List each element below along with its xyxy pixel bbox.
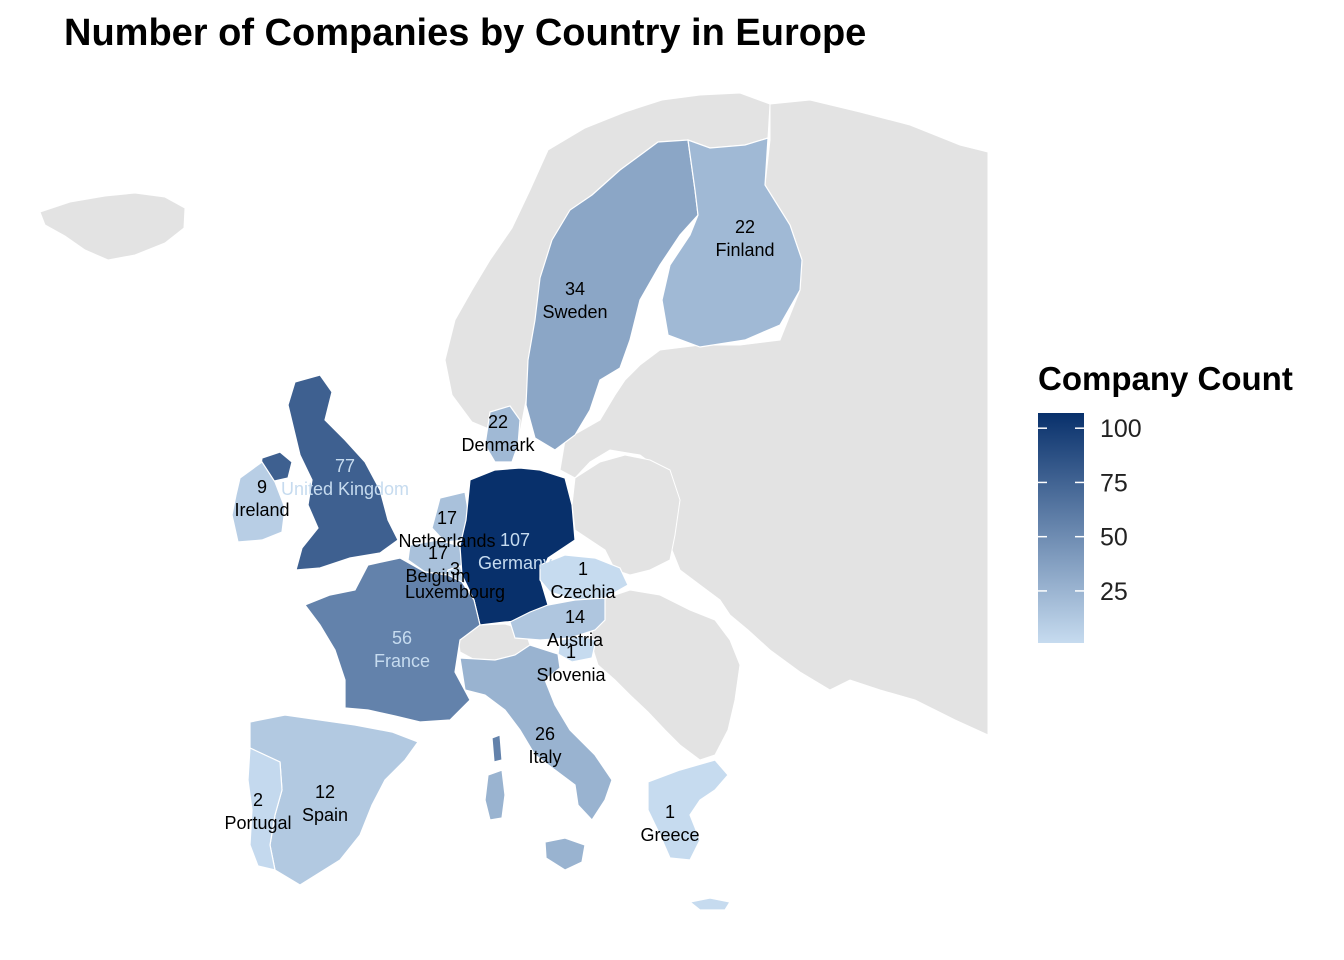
baltic-central-shape [571,454,681,576]
legend-colorbar: 100 75 50 25 [1038,413,1142,643]
name-label-germany: Germany [478,553,552,573]
label-united-kingdom: 77 United Kingdom [281,456,409,499]
legend-tick-label: 25 [1100,578,1128,606]
value-label-greece: 1 [665,802,675,822]
value-label-italy: 26 [535,724,555,744]
name-label-finland: Finland [715,240,774,260]
name-label-france: France [374,651,430,671]
label-italy: 26 Italy [528,724,561,767]
legend-tick-label: 50 [1100,524,1128,552]
value-label-netherlands: 17 [437,508,457,528]
region-greece [647,759,729,861]
label-greece: 1 Greece [640,802,699,845]
region-finland [661,137,803,348]
name-label-denmark: Denmark [461,435,535,455]
region-italy [459,644,613,821]
region-corsica [491,734,503,763]
value-label-spain: 12 [315,782,335,802]
value-label-belgium: 17 [428,543,448,563]
name-label-portugal: Portugal [224,813,291,833]
region-uk [287,374,399,571]
label-france: 56 France [374,628,430,671]
region-germany [459,467,576,626]
legend-gradient-bar [1038,413,1084,643]
name-label-spain: Spain [302,805,348,825]
value-label-czechia: 1 [578,559,588,579]
value-label-slovenia: 1 [566,642,576,662]
value-label-ireland: 9 [257,477,267,497]
value-label-portugal: 2 [253,790,263,810]
region-portugal [247,747,283,871]
label-slovenia: 1 Slovenia [536,642,606,685]
value-label-united-kingdom: 77 [335,456,355,476]
name-label-ireland: Ireland [234,500,289,520]
region-ireland [231,461,286,543]
name-label-united-kingdom: United Kingdom [281,479,409,499]
value-label-denmark: 22 [488,412,508,432]
name-label-belgium: Belgium [405,566,470,586]
label-czechia: 1 Czechia [550,559,616,602]
label-luxembourg: 3 Luxembourg [405,559,505,602]
name-label-sweden: Sweden [542,302,607,322]
label-netherlands: 17 Netherlands [398,508,495,551]
balkans-shape [589,589,741,761]
value-label-luxembourg: 3 [450,559,460,579]
label-spain: 12 Spain [302,782,348,825]
region-austria [509,597,606,641]
no-data-countries [39,92,989,761]
value-label-finland: 22 [735,217,755,237]
label-portugal: 2 Portugal [224,790,291,833]
value-label-france: 56 [392,628,412,648]
region-denmark [484,405,521,463]
name-label-netherlands: Netherlands [398,531,495,551]
region-crete [688,897,731,911]
name-label-italy: Italy [528,747,561,767]
region-sicily [544,837,586,871]
region-czechia [539,554,629,601]
value-label-germany: 107 [500,530,530,550]
legend-tick-label: 100 [1100,415,1142,443]
label-germany: 107 Germany [478,530,552,573]
legend-tick-label: 75 [1100,469,1128,497]
label-belgium: 17 Belgium [405,543,470,586]
name-label-slovenia: Slovenia [536,665,606,685]
iceland-shape [39,192,186,261]
region-sardinia [484,769,506,821]
value-label-sweden: 34 [565,279,585,299]
chart-title: Number of Companies by Country in Europe [64,12,867,54]
name-label-austria: Austria [547,630,604,650]
data-countries [231,137,803,911]
legend-ticks: 100 75 50 25 [1038,415,1142,606]
label-finland: 22 Finland [715,217,774,260]
label-denmark: 22 Denmark [461,412,535,455]
value-label-austria: 14 [565,607,585,627]
legend-title: Company Count [1038,360,1293,397]
country-labels: 107 Germany 77 United Kingdom 56 France 34 Swed… [224,217,774,845]
name-label-luxembourg: Luxembourg [405,582,505,602]
label-sweden: 34 Sweden [542,279,607,322]
label-austria: 14 Austria [547,607,604,650]
name-label-greece: Greece [640,825,699,845]
label-ireland: 9 Ireland [234,477,289,520]
region-france [304,557,481,723]
name-label-czechia: Czechia [550,582,616,602]
